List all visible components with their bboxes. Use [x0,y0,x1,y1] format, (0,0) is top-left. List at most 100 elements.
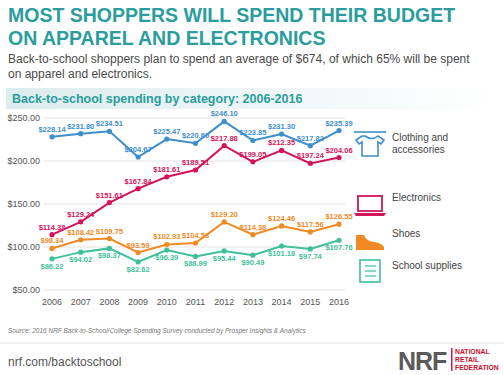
point [78,250,83,255]
data-label: $107.76 [325,243,352,252]
legend-label: Electronics [392,192,492,204]
legend-icon [360,260,380,282]
logo-rule [451,348,453,371]
title: MOST SHOPPERS WILL SPEND THEIR BUDGET ON… [8,4,488,50]
data-label: $167.84 [125,177,153,186]
point [164,242,169,247]
point [250,232,255,237]
point [308,143,313,148]
data-label: $96.39 [155,253,178,262]
subtitle: Back-to-school shoppers plan to spend an… [8,52,478,82]
legend-label: School supplies [392,260,492,272]
x-tick-label: 2016 [329,297,349,307]
point [49,256,54,261]
grid-line [44,290,345,291]
data-label: $109.75 [96,227,123,236]
data-label: $90.49 [241,258,264,267]
y-tick-label: $200.00 [7,156,40,166]
x-tick-label: 2010 [157,297,177,307]
x-tick-label: 2009 [128,297,148,307]
point [193,241,198,246]
point [136,250,141,255]
point [222,119,227,124]
point [308,161,313,166]
data-label: $212.35 [268,138,295,147]
data-label: $197.24 [297,151,325,160]
point [279,131,284,136]
grid-line [44,204,345,205]
notebook-line [365,270,376,271]
y-tick-label: $50.00 [12,285,40,295]
y-tick-label: $250.00 [7,113,40,123]
logo: NRF [398,347,447,375]
data-label: $117.56 [297,220,324,229]
point [193,167,198,172]
point [336,155,341,160]
data-label: $231.80 [67,122,94,131]
point [78,131,83,136]
data-label: $95.44 [213,254,237,263]
data-label: $217.82 [297,134,324,143]
point [279,243,284,248]
notebook-line [365,265,376,266]
y-tick-label: $100.00 [7,242,40,252]
point [49,134,54,139]
data-label: $102.93 [153,232,180,241]
series-line [52,146,339,235]
point [136,186,141,191]
legend-icon [354,132,386,156]
legend-icon [354,196,386,216]
data-label: $114.38 [240,223,267,232]
data-label: $225.47 [153,127,180,136]
data-label: $86.22 [41,262,64,271]
data-label: $246.10 [211,109,238,118]
x-tick-label: 2008 [99,297,119,307]
title-band [6,88,496,109]
url: nrf.com/backtoschool [8,355,121,369]
data-label: $82.62 [127,265,150,274]
data-label: $181.61 [153,165,180,174]
data-label: $217.88 [211,134,238,143]
data-label: $124.46 [268,214,295,223]
point [107,246,112,251]
data-label: $94.02 [69,255,92,264]
data-label: $204.67 [125,145,152,154]
point [279,223,284,228]
source: Source: 2016 NRF Back-to-School/College … [8,327,306,335]
x-tick-label: 2014 [272,297,292,307]
notebook-line [365,275,376,276]
hanger-icon [354,131,386,133]
data-label: $235.39 [325,119,352,128]
legend-label: Clothing and accessories [392,132,492,156]
point [164,174,169,179]
logo-text: NATIONAL [455,348,490,355]
point [193,254,198,259]
data-label: $151.61 [96,191,123,200]
grid-line [44,118,345,119]
point [222,248,227,253]
point [336,222,341,227]
legend-label: Shoes [392,228,492,240]
x-tick-label: 2011 [186,297,205,307]
point [250,138,255,143]
data-label: $129.24 [67,210,95,219]
x-tick-label: 2013 [243,297,263,307]
shoe-icon [356,235,384,250]
data-label: $88.99 [184,259,207,268]
data-label: $114.38 [39,223,66,232]
data-label: $231.30 [268,122,295,131]
data-label: $129.20 [211,210,238,219]
data-label: $98.37 [98,251,121,260]
point [78,237,83,242]
notebook-icon [360,260,380,282]
point [164,136,169,141]
point [308,246,313,251]
data-label: $98.34 [41,236,65,245]
point [308,229,313,234]
data-label: $97.74 [299,252,323,261]
point [336,128,341,133]
point [49,246,54,251]
point [107,129,112,134]
footer-rule [0,343,504,344]
data-label: $126.55 [325,212,352,221]
